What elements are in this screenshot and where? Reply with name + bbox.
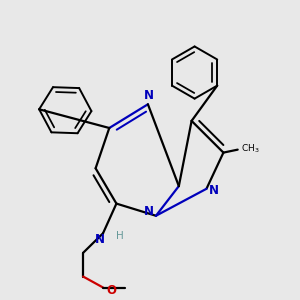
Text: N: N bbox=[144, 89, 154, 102]
Text: N: N bbox=[209, 184, 219, 197]
Text: O: O bbox=[106, 284, 116, 297]
Text: N: N bbox=[143, 205, 154, 218]
Text: CH$_3$: CH$_3$ bbox=[241, 142, 259, 155]
Text: H: H bbox=[116, 231, 123, 241]
Text: N: N bbox=[95, 233, 105, 246]
